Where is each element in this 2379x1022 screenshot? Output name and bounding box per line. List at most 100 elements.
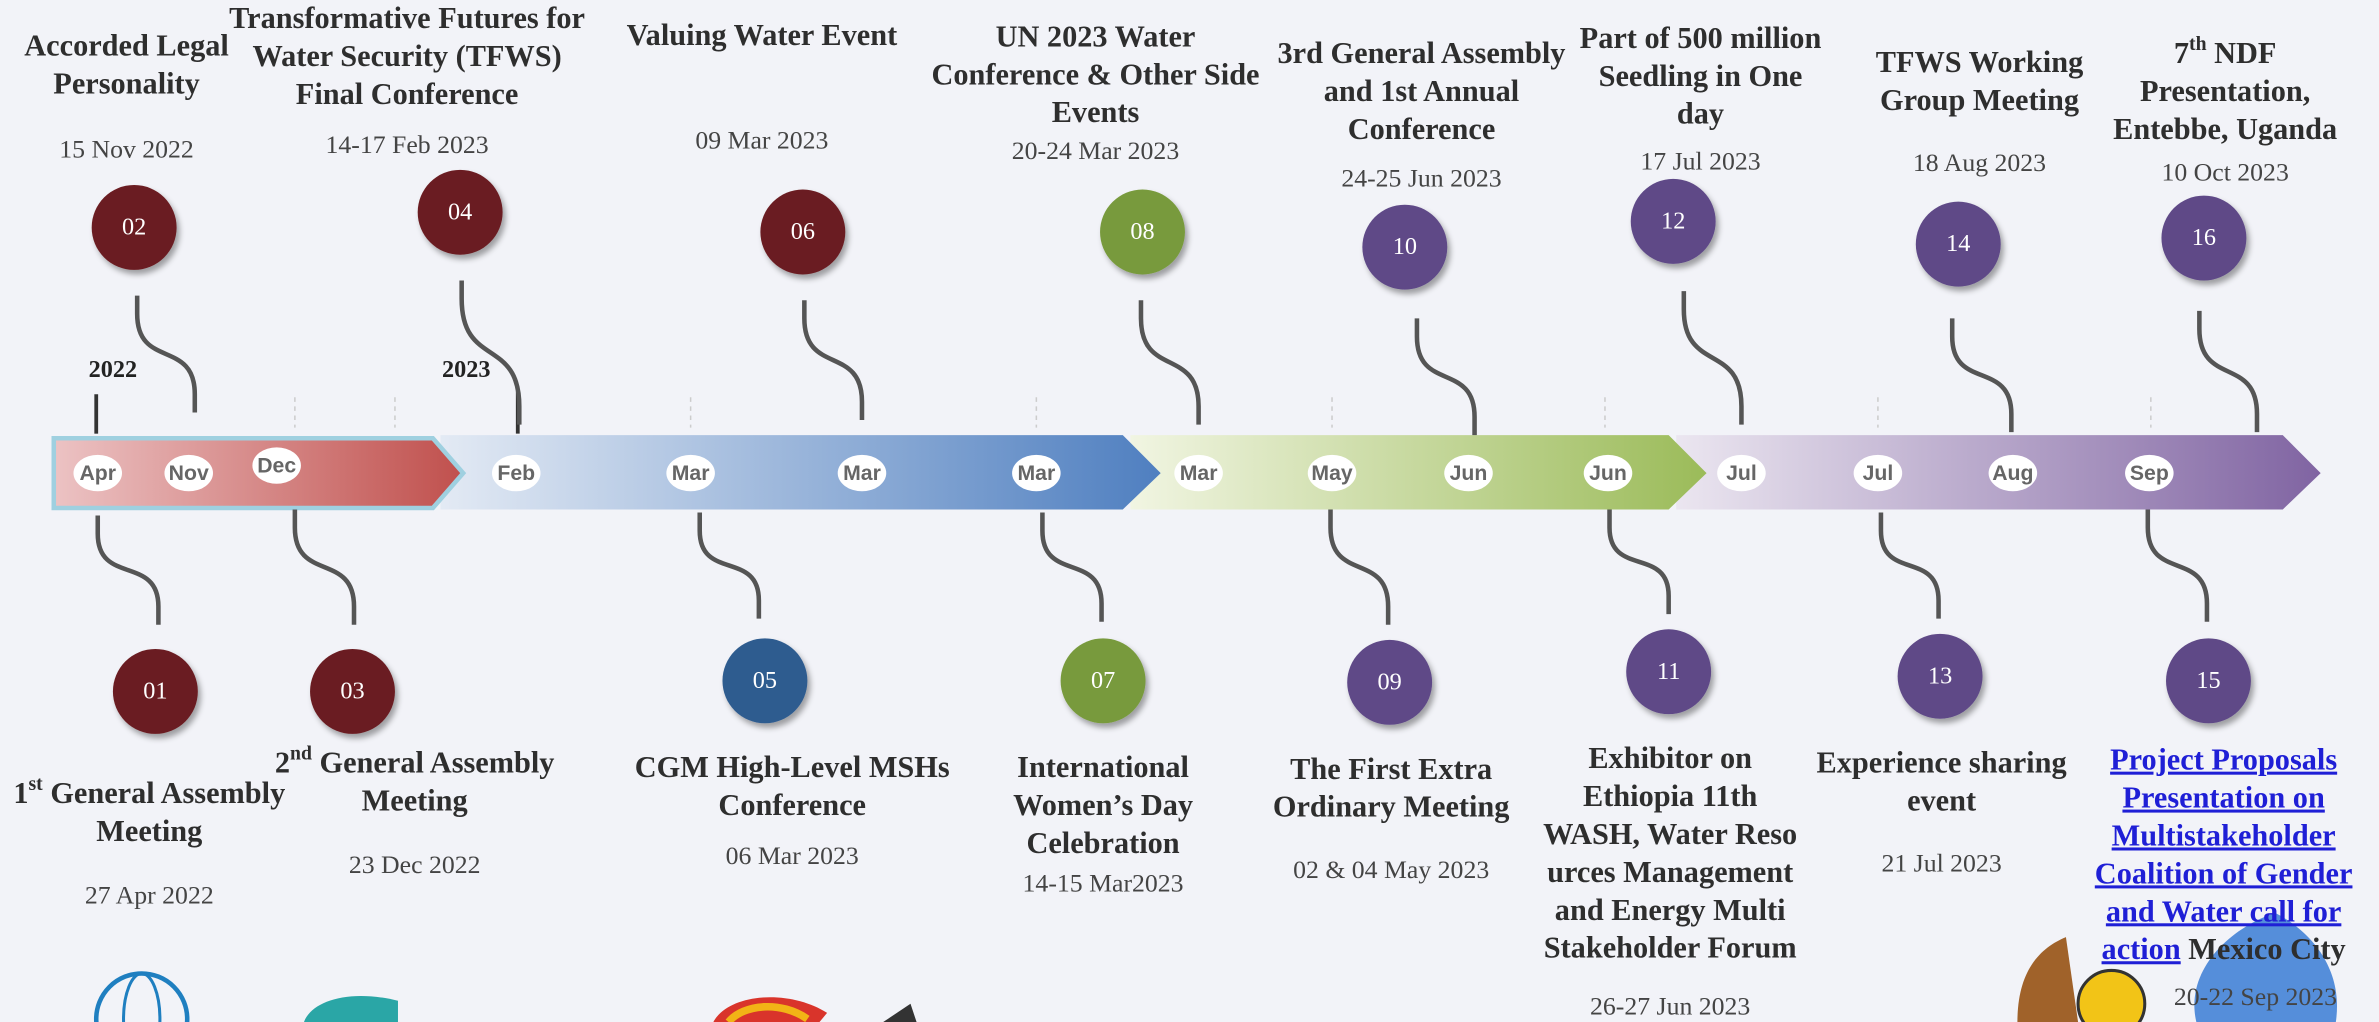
event-title-line: Conference xyxy=(1348,112,1496,146)
event-number: 02 xyxy=(122,214,146,241)
event-number: 04 xyxy=(448,198,472,225)
event-date: 14-15 Mar2023 xyxy=(1023,868,1184,897)
event-title-line: Ordinary Meeting xyxy=(1273,790,1510,824)
year-label: 2022 xyxy=(89,356,137,383)
event-title-line: Conference xyxy=(718,788,866,822)
title-part: 1 xyxy=(13,776,28,810)
event-title-line: Celebration xyxy=(1026,826,1179,860)
month-label: Mar xyxy=(672,462,710,485)
event-date: 09 Mar 2023 xyxy=(695,125,828,154)
event-title-line: Final Conference xyxy=(296,77,519,111)
month-label: Jul xyxy=(1863,462,1894,485)
title-part: NDF xyxy=(2207,36,2277,70)
event-title-line: The First Extra xyxy=(1290,752,1492,786)
title-part: 2 xyxy=(275,746,290,780)
event-number: 01 xyxy=(143,678,167,705)
month-label: Mar xyxy=(843,462,881,485)
title-part: General Assembly xyxy=(312,746,554,780)
month-label: Jun xyxy=(1450,462,1488,485)
event-title-line: Exhibitor on xyxy=(1588,741,1752,775)
event-number: 06 xyxy=(791,218,815,245)
event-title-line: Presentation, xyxy=(2140,74,2310,108)
event-title-line: Women’s Day xyxy=(1013,788,1193,822)
event-title-line: action Mexico City xyxy=(2102,932,2346,966)
month-label: Nov xyxy=(169,462,209,485)
event-number: 07 xyxy=(1091,667,1115,694)
event-title-line: event xyxy=(1907,784,1976,818)
event-title-line: Personality xyxy=(53,66,199,100)
month-label: Dec xyxy=(257,455,296,478)
event-date: 06 Mar 2023 xyxy=(726,841,859,870)
event-title-line: Ethiopia 11th xyxy=(1583,779,1757,813)
event-title-line: Project Proposals xyxy=(2110,743,2337,777)
event-title-line: UN 2023 Water xyxy=(996,19,1196,53)
event-title-line: Group Meeting xyxy=(1880,83,2079,117)
event-title-line: Entebbe, Uganda xyxy=(2113,112,2337,146)
event-title-line: day xyxy=(1677,97,1724,131)
event-title-line: Meeting xyxy=(96,814,202,848)
coat-of-arms xyxy=(2078,970,2145,1022)
month-label: Aug xyxy=(1992,462,2033,485)
event-number: 14 xyxy=(1946,230,1970,257)
event-date: 23 Dec 2022 xyxy=(349,850,481,879)
year-label: 2023 xyxy=(442,356,491,383)
event-title-line: Part of 500 million xyxy=(1580,21,1822,55)
event-title-line: TFWS Working xyxy=(1876,45,2083,79)
event-number: 05 xyxy=(753,667,777,694)
event-date: 26-27 Jun 2023 xyxy=(1590,991,1750,1020)
event-title-line: Events xyxy=(1052,95,1140,129)
month-label: Apr xyxy=(79,462,116,485)
event-title-line: Coalition of Gender xyxy=(2095,856,2353,890)
title-part: th xyxy=(2189,33,2207,55)
month-label: Mar xyxy=(1180,462,1218,485)
month-label: Jun xyxy=(1589,462,1627,485)
event-date: 20-22 Sep 2023 xyxy=(2174,982,2337,1011)
event-title-line: Conference & Other Side xyxy=(931,57,1259,91)
month-label: May xyxy=(1311,462,1352,485)
month-label: Mar xyxy=(1017,462,1055,485)
event-number: 09 xyxy=(1378,668,1402,695)
event-title-line: urces Management xyxy=(1547,855,1793,889)
event-date: 21 Jul 2023 xyxy=(1881,849,2001,878)
event-title-line: and 1st Annual xyxy=(1324,74,1519,108)
month-label: Sep xyxy=(2130,462,2169,485)
title-part[interactable]: action xyxy=(2102,932,2181,966)
title-part: nd xyxy=(290,742,312,764)
event-date: 27 Apr 2022 xyxy=(85,881,214,910)
event-date: 17 Jul 2023 xyxy=(1640,147,1760,176)
event-title-line: WASH, Water Reso xyxy=(1543,817,1797,851)
event-title-line: 2nd General Assembly xyxy=(275,742,555,779)
event-title-line: Valuing Water Event xyxy=(627,18,898,52)
event-title-line: Stakeholder Forum xyxy=(1544,931,1797,965)
event-title-line: and Water call for xyxy=(2106,894,2341,928)
event-number: 15 xyxy=(2196,667,2220,694)
event-title-line: 1st General Assembly xyxy=(13,773,285,810)
event-number: 08 xyxy=(1130,218,1154,245)
event-number: 03 xyxy=(340,678,364,705)
event-title-line: Transformative Futures for xyxy=(229,1,585,35)
event-date: 18 Aug 2023 xyxy=(1913,148,2046,177)
event-title-line: Presentation on xyxy=(2122,781,2325,815)
event-date: 02 & 04 May 2023 xyxy=(1293,855,1489,884)
title-part: Mexico City xyxy=(2181,932,2346,966)
event-title-line: Seedling in One xyxy=(1599,59,1803,93)
month-label: Feb xyxy=(497,462,535,485)
event-number: 16 xyxy=(2192,224,2216,251)
event-date: 14-17 Feb 2023 xyxy=(325,130,488,159)
event-title-line: Water Security (TFWS) xyxy=(252,39,561,73)
event-title-line: Multistakeholder xyxy=(2112,818,2336,852)
event-number: 13 xyxy=(1928,662,1952,689)
event-number: 10 xyxy=(1393,233,1417,260)
page: AprNovDecFebMarMarMarMarMayJunJunJulJulA… xyxy=(0,0,2379,1022)
event-title-line: 3rd General Assembly xyxy=(1278,36,1566,70)
title-part: 7 xyxy=(2174,36,2189,70)
event-title-line: Accorded Legal xyxy=(24,28,229,62)
event-date: 10 Oct 2023 xyxy=(2161,157,2288,186)
event-date: 24-25 Jun 2023 xyxy=(1341,163,1501,192)
event-date: 15 Nov 2022 xyxy=(59,135,194,164)
event-date: 20-24 Mar 2023 xyxy=(1012,136,1179,165)
event-number: 12 xyxy=(1661,207,1685,234)
event-number: 11 xyxy=(1657,658,1680,685)
title-part: st xyxy=(29,773,44,795)
event-title-line: Meeting xyxy=(362,784,468,818)
